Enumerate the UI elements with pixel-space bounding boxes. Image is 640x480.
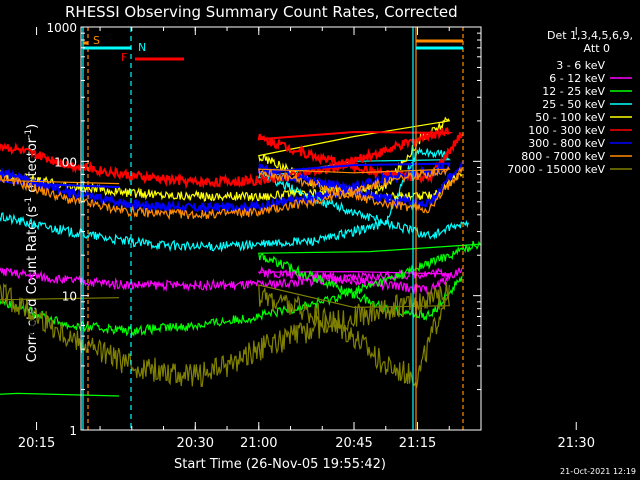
x-tick-label-2: 20:15 [18,436,55,451]
x-tick-label-5: 21:00 [240,436,277,451]
axes-layer: 110100100020:0020:1520:3020:4521:0021:15… [18,21,595,451]
series-line-3 [0,240,482,397]
series-line-2 [0,265,463,296]
legend-label-4: 25 - 50 keV [542,98,605,111]
y-axis-label-sup2: -1 [24,129,34,138]
legend-header-line-1: Det 1,3,4,5,6,9, [547,29,633,42]
series-line-6 [0,127,463,190]
chart-title: RHESSI Observing Summary Count Rates, Co… [65,3,458,21]
legend-label-7: 300 - 800 keV [528,137,605,150]
legend-label-5: 50 - 100 keV [535,111,605,124]
x-tick-label-6: 21:15 [399,436,436,451]
series-line-9 [0,281,450,388]
flag-label-n: N [138,41,146,54]
series-line-4 [0,146,469,253]
legend-label-9: 7000 - 15000 keV [507,163,605,176]
legend-label-3: 12 - 25 keV [542,85,605,98]
y-tick-label-3: 100 [54,155,77,169]
footer-timestamp: 21-Oct-2021 12:19 [560,467,636,476]
flag-label-f: F [121,51,127,64]
y-tick-label-1: 1 [69,424,77,438]
series-layer [0,116,482,397]
y-axis-label-end: ) [25,124,40,129]
x-tick-label-4: 20:45 [335,436,372,451]
y-tick-label-2: 10 [62,290,77,304]
x-tick-label-3: 20:30 [177,436,214,451]
x-axis-label: Start Time (26-Nov-05 19:55:42) [174,457,386,472]
legend-header-line-2: Att 0 [584,42,610,55]
legend-label-6: 100 - 300 keV [528,124,605,137]
legend-label-8: 800 - 7000 keV [521,150,605,163]
flag-label-s: S [93,34,100,47]
flags-layer: S NF [82,27,464,430]
series-line-8 [0,166,463,221]
y-axis-label-mid: detector [25,137,40,197]
y-axis-label-sup1: -1 [24,197,34,206]
plot-frame [80,26,482,431]
legend-label-1: 3 - 6 keV [556,59,605,72]
y-tick-label-4: 1000 [46,21,77,35]
x-tick-label-7: 21:30 [558,436,595,451]
legend-label-2: 6 - 12 keV [549,72,605,85]
